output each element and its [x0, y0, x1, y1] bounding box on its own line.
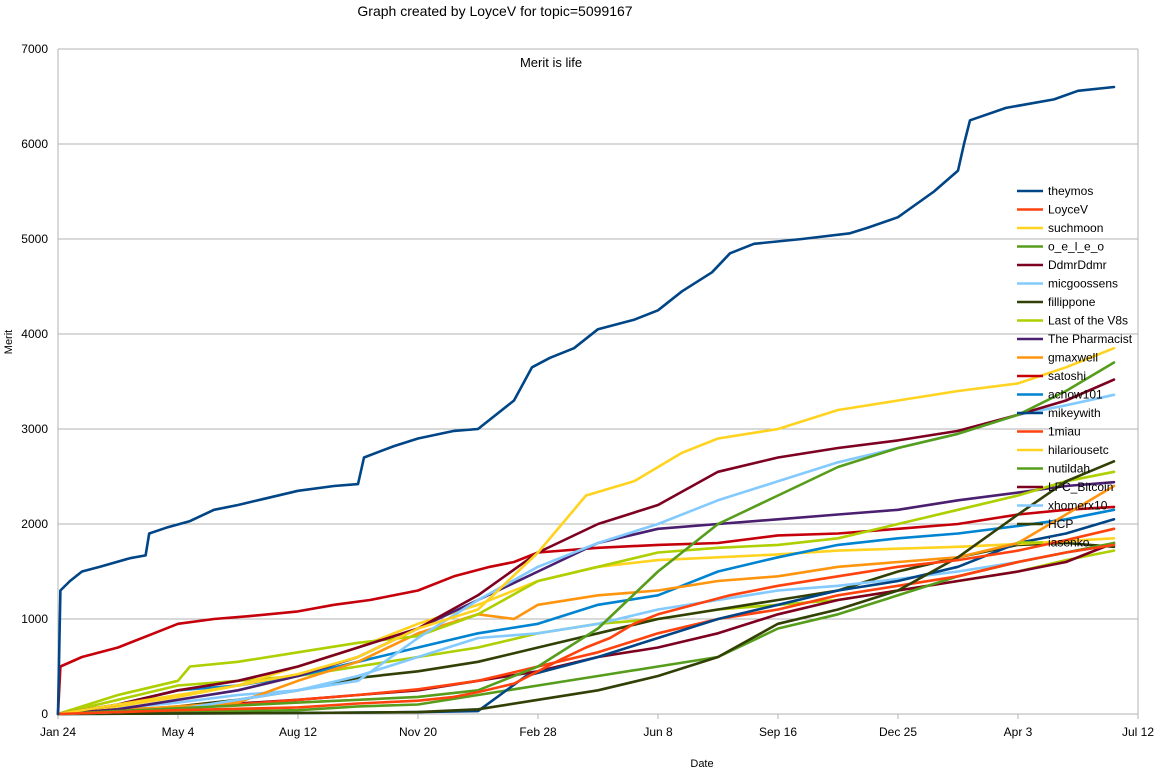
x-axis-label: Date: [690, 758, 713, 770]
legend-label: achow101: [1048, 388, 1103, 402]
legend-label: fillippone: [1048, 295, 1096, 309]
legend-label: LFC_Bitcoin: [1048, 480, 1113, 494]
y-tick-label: 5000: [21, 232, 48, 246]
x-tick-label: Jan 24: [40, 725, 76, 739]
x-tick-label: Feb 28: [519, 725, 557, 739]
legend-label: suchmoon: [1048, 221, 1103, 235]
x-tick-label: Jul 12: [1122, 725, 1154, 739]
x-tick-label: Aug 12: [279, 725, 317, 739]
series-line-xhomerx10: [56, 543, 1116, 716]
series-line-gmaxwell: [56, 484, 1116, 716]
legend-label: HCP: [1048, 517, 1073, 531]
y-axis-label: Merit: [3, 330, 15, 354]
legend-label: mikeywith: [1048, 406, 1101, 420]
series-line-satoshi: [56, 505, 1116, 716]
x-tick-label: Apr 3: [1004, 725, 1033, 739]
legend-label: LoyceV: [1048, 203, 1088, 217]
legend-label: Last of the V8s: [1048, 314, 1128, 328]
y-tick-label: 1000: [21, 612, 48, 626]
y-tick-label: 3000: [21, 422, 48, 436]
x-tick-label: Nov 20: [399, 725, 437, 739]
chart-subtitle: Merit is life: [520, 55, 582, 70]
y-tick-label: 6000: [21, 137, 48, 151]
legend-label: 1miau: [1048, 425, 1081, 439]
legend-label: DdmrDdmr: [1048, 258, 1107, 272]
y-tick-label: 7000: [21, 42, 48, 56]
series-line-ddmrddmr: [56, 378, 1116, 716]
x-tick-label: Dec 25: [879, 725, 917, 739]
legend-label: iasenko: [1048, 536, 1090, 550]
legend: theymos LoyceV suchmoon o_e_l_e_o DdmrDdmr mi…: [1017, 184, 1133, 550]
legend-label: theymos: [1048, 184, 1093, 198]
legend-label: xhomerx10: [1048, 499, 1108, 513]
legend-label: gmaxwell: [1048, 351, 1098, 365]
series-line-micgoossens: [56, 393, 1116, 716]
legend-label: The Pharmacist: [1048, 332, 1133, 346]
series-line-loycev: [56, 527, 1116, 716]
x-tick-label: Sep 16: [759, 725, 797, 739]
legend-label: hilariousetc: [1048, 443, 1109, 457]
legend-label: o_e_l_e_o: [1048, 240, 1104, 254]
legend-label: satoshi: [1048, 369, 1086, 383]
series-line-last-of-the-v8s: [56, 470, 1116, 716]
series-line-o-e-l-e-o: [56, 361, 1116, 716]
series-line-suchmoon: [56, 346, 1116, 716]
series-line-theymos: [56, 85, 1116, 716]
series-lines: [56, 85, 1116, 716]
x-tick-label: Jun 8: [643, 725, 673, 739]
chart-title: Graph created by LoyceV for topic=509916…: [357, 3, 632, 19]
y-tick-label: 2000: [21, 517, 48, 531]
x-tick-label: May 4: [162, 725, 195, 739]
y-tick-label: 0: [41, 707, 48, 721]
legend-label: micgoossens: [1048, 277, 1118, 291]
gridlines: [57, 48, 1139, 719]
series-line-fillippone: [56, 460, 1116, 716]
tick-labels: 0 1000 2000 3000 4000 5000 6000 7000 Jan 24 May 4…: [21, 42, 1154, 739]
legend-label: nutildah: [1048, 462, 1090, 476]
y-tick-label: 4000: [21, 327, 48, 341]
